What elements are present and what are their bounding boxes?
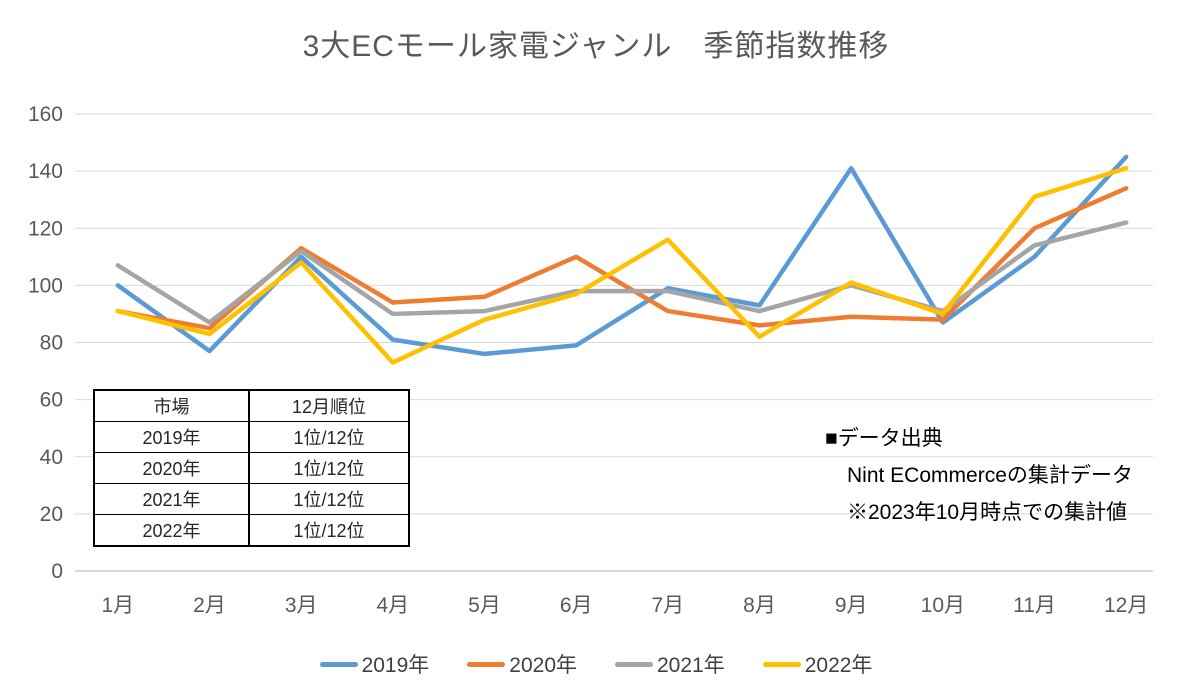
source-line-1: Nint ECommerceの集計データ: [847, 464, 1133, 487]
series-line-2019年: [115, 154, 1129, 357]
table-row: 2020年 1位/12位: [93, 452, 410, 484]
series-line-2020年: [115, 186, 1129, 331]
y-axis-tick-label: 80: [40, 332, 63, 355]
table-cell-rank: 1位/12位: [248, 483, 410, 515]
legend-item-2021: 2021年: [615, 649, 725, 679]
table-cell-year: 2020年: [93, 452, 250, 484]
table-cell-rank: 1位/12位: [248, 452, 410, 484]
rank-table: 市場 12月順位 2019年 1位/12位 2020年 1位/12位 2021年…: [93, 389, 410, 547]
x-axis-tick-label: 11月: [1013, 594, 1056, 617]
table-row: 2019年 1位/12位: [93, 421, 410, 453]
legend-label-2022: 2022年: [804, 654, 873, 677]
y-axis-tick-label: 120: [28, 217, 63, 240]
x-axis-tick-label: 6月: [560, 594, 593, 617]
x-axis-tick-label: 10月: [921, 594, 965, 617]
y-axis-tick-label: 40: [40, 446, 63, 469]
y-axis-tick-label: 0: [51, 560, 63, 583]
source-line-2: ※2023年10月時点での集計値: [847, 501, 1128, 524]
table-header-market: 市場: [93, 389, 250, 422]
series-line-2021年: [115, 220, 1129, 325]
y-axis-tick-label: 160: [28, 103, 63, 126]
x-axis-tick-label: 9月: [835, 594, 868, 617]
chart-title: 3大ECモール家電ジャンル 季節指数推移: [302, 30, 890, 63]
table-row: 2022年 1位/12位: [93, 514, 410, 547]
table-header-row: 市場 12月順位: [93, 389, 410, 422]
table-row: 2021年 1位/12位: [93, 483, 410, 515]
legend: 2019年 2020年 2021年 2022年: [0, 646, 1192, 682]
legend-label-2019: 2019年: [361, 654, 430, 677]
source-heading: データ出典: [837, 427, 943, 450]
legend-marker-2019: [319, 661, 358, 667]
x-axis-tick-label: 2月: [193, 594, 226, 617]
black-square-icon: ■: [825, 427, 838, 450]
legend-item-2019: 2019年: [319, 649, 430, 679]
table-cell-year: 2019年: [93, 421, 250, 453]
y-axis-tick-label: 140: [28, 160, 63, 183]
y-axis-tick-label: 20: [40, 503, 63, 526]
table-header-rank: 12月順位: [248, 389, 410, 422]
legend-item-2020: 2020年: [467, 649, 577, 679]
legend-label-2021: 2021年: [657, 654, 725, 677]
source-heading-row: ■データ出典: [825, 420, 1133, 457]
legend-marker-2022: [762, 661, 801, 667]
x-axis-tick-label: 8月: [743, 594, 776, 617]
table-cell-rank: 1位/12位: [248, 514, 410, 547]
legend-marker-2021: [615, 661, 653, 667]
source-note: ■データ出典 Nint ECommerceの集計データ ※2023年10月時点で…: [825, 420, 1133, 531]
x-axis-tick-label: 4月: [376, 594, 409, 617]
legend-marker-2020: [467, 661, 506, 667]
x-axis-tick-label: 12月: [1104, 594, 1148, 617]
series-line-2022年: [115, 166, 1129, 365]
table-cell-rank: 1位/12位: [248, 421, 410, 453]
x-axis-tick-label: 7月: [651, 594, 684, 617]
y-axis-tick-label: 100: [28, 274, 63, 297]
table-cell-year: 2022年: [93, 514, 250, 547]
table-cell-year: 2021年: [93, 483, 250, 515]
x-axis-tick-label: 5月: [468, 594, 501, 617]
legend-label-2020: 2020年: [509, 654, 577, 677]
x-axis-tick-label: 1月: [101, 594, 134, 617]
y-axis-tick-label: 60: [40, 389, 63, 412]
x-axis-tick-label: 3月: [285, 594, 318, 617]
legend-item-2022: 2022年: [762, 649, 873, 679]
